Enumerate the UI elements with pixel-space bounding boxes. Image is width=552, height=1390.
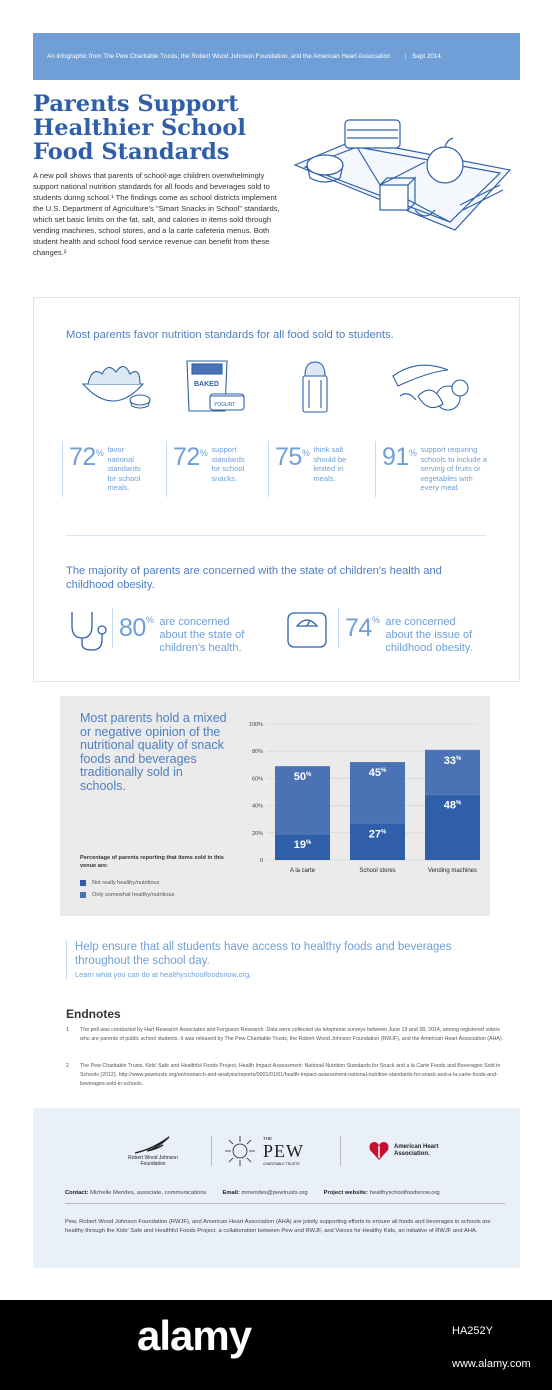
title-line: Healthier School xyxy=(33,115,246,141)
stat-fruits-vegetables: 91% support requiring schools to include… xyxy=(375,441,490,497)
chips-label: BAKED xyxy=(194,381,219,388)
logo-divider xyxy=(340,1136,341,1166)
section-heading: The majority of parents are concerned wi… xyxy=(66,565,442,591)
page-title: Parents Support Healthier School Food St… xyxy=(33,92,273,164)
y-tick-label: 100% xyxy=(249,722,263,728)
email-link[interactable]: mmendes@pewtrusts.org xyxy=(241,1190,308,1196)
category-label: Vending machines xyxy=(428,868,477,874)
bar-segment xyxy=(350,823,405,860)
stat-number: 75% xyxy=(275,443,310,471)
cta-main: Help ensure that all students have acces… xyxy=(75,941,452,967)
stat-childrens-health: 80% are concerned about the state of chi… xyxy=(112,608,267,654)
stat-number: 72% xyxy=(173,443,208,471)
stat-number: 91% xyxy=(382,443,417,471)
heart-torch-icon xyxy=(369,1141,389,1160)
stat-childhood-obesity: 74% are concerned about the issue of chi… xyxy=(338,608,493,654)
stat-text: support requiring schools to include a s… xyxy=(420,445,488,492)
intro-paragraph: A new poll shows that parents of school-… xyxy=(33,171,280,257)
stat-number: 80% xyxy=(119,614,154,642)
yogurt-label: YOGURT xyxy=(214,402,235,408)
category-label: School stores xyxy=(359,868,395,874)
stat-number: 74% xyxy=(345,614,380,642)
bar-value-label: 45% xyxy=(369,767,387,779)
bar-segment xyxy=(275,766,330,835)
stock-image-code: HA252Y xyxy=(452,1325,493,1337)
endnote: 2 The Pew Charitable Trusts, Kids' Safe … xyxy=(66,1063,501,1087)
y-tick-label: 0 xyxy=(260,858,263,864)
logo-divider xyxy=(211,1136,212,1166)
bar-value-label: 33% xyxy=(444,755,462,767)
nutrition-standards-panel xyxy=(33,297,520,682)
stat-school-snacks: 72% support standards for school snacks. xyxy=(166,441,266,497)
legend-swatch xyxy=(80,880,86,886)
stock-brand: alamy xyxy=(137,1312,252,1359)
y-tick-label: 80% xyxy=(252,749,263,755)
endnotes-title: Endnotes xyxy=(66,1007,121,1021)
header-separator: | xyxy=(404,53,407,60)
legend-title: Percentage of parents reporting that ite… xyxy=(80,855,224,869)
bar-value-label: 48% xyxy=(444,800,462,812)
bar-segment xyxy=(425,794,480,860)
pew-sun-icon xyxy=(225,1135,255,1166)
category-label: A la carte xyxy=(290,868,316,874)
call-to-action: Help ensure that all students have acces… xyxy=(66,940,496,979)
endnote: 1 The poll was conducted by Hart Researc… xyxy=(66,1027,504,1042)
legend-item: Only somewhat healthy/nutritious xyxy=(80,892,174,898)
lunch-tray-illustration xyxy=(293,119,512,231)
stat-text: support standards for school snacks. xyxy=(211,445,245,483)
title-line: Parents Support xyxy=(33,91,239,117)
bar-value-label: 19% xyxy=(294,839,312,851)
bar-segment xyxy=(350,762,405,824)
legend-item: Not really healthy/nutritious xyxy=(80,880,159,886)
stat-text: think salt should be limited in meals. xyxy=(313,445,347,483)
salt-shaker-icon xyxy=(302,361,328,413)
title-line: Food Standards xyxy=(33,139,230,165)
aha-logo: American Heart Association. xyxy=(368,1128,468,1173)
header-date: Sept 2014 xyxy=(412,53,441,60)
contact-line: Contact: Michelle Mendes, associate, com… xyxy=(65,1190,505,1204)
bar-value-label: 27% xyxy=(369,828,387,840)
stock-watermark-bar: alamy HA252Y www.alamy.com xyxy=(0,1300,552,1390)
stat-text: are concerned about the issue of childho… xyxy=(385,616,473,654)
stat-text: are concerned about the state of childre… xyxy=(159,616,245,654)
rwjf-logo: Robert Wood Johnson Foundation xyxy=(113,1128,193,1173)
website-link[interactable]: healthyschoolfoodsnow.org xyxy=(369,1190,440,1196)
fruit-vegetables-icon xyxy=(392,364,469,411)
bar-segment xyxy=(425,749,480,795)
y-tick-label: 40% xyxy=(252,804,263,810)
cta-link[interactable]: Learn what you can do at healthyschoolfo… xyxy=(75,970,252,979)
stat-text: favor national standards for school meal… xyxy=(107,445,141,492)
salad-bowl-icon xyxy=(81,365,151,409)
pew-logo: THE PEW CHARITABLE TRUSTS xyxy=(223,1128,353,1173)
stacked-bar-chart: 0 20% 40% 60% 80% 100% 19% 50% A la carte 27% 45% S… xyxy=(249,722,480,874)
section-heading: Most parents favor nutrition standards f… xyxy=(66,329,394,341)
header-bar: An infographic from The Pew Charitable T… xyxy=(33,33,520,80)
y-tick-label: 20% xyxy=(252,831,263,837)
bar-value-label: 50% xyxy=(294,771,312,783)
scale-icon xyxy=(287,612,327,648)
y-tick-label: 60% xyxy=(252,776,263,782)
stat-number: 72% xyxy=(69,443,104,471)
bar-segment xyxy=(275,834,330,860)
legend-swatch xyxy=(80,892,86,898)
stat-school-meals: 72% favor national standards for school … xyxy=(62,441,162,497)
section-divider xyxy=(66,535,486,536)
header-credit: An infographic from The Pew Charitable T… xyxy=(47,53,391,60)
footer: Robert Wood Johnson Foundation THE PEW C… xyxy=(33,1108,520,1268)
stat-salt-limits: 75% think salt should be limited in meal… xyxy=(268,441,368,497)
bird-icon xyxy=(134,1135,170,1154)
stethoscope-icon xyxy=(71,612,107,651)
chips-yogurt-icon: BAKED YOGURT xyxy=(186,360,245,412)
footer-note: Pew, Robert Wood Johnson Foundation (RWJ… xyxy=(65,1219,491,1234)
stock-url: www.alamy.com xyxy=(452,1358,531,1370)
snack-opinion-panel: Most parents hold a mixed or negative op… xyxy=(60,696,490,916)
chart-headline: Most parents hold a mixed or negative op… xyxy=(80,711,227,793)
